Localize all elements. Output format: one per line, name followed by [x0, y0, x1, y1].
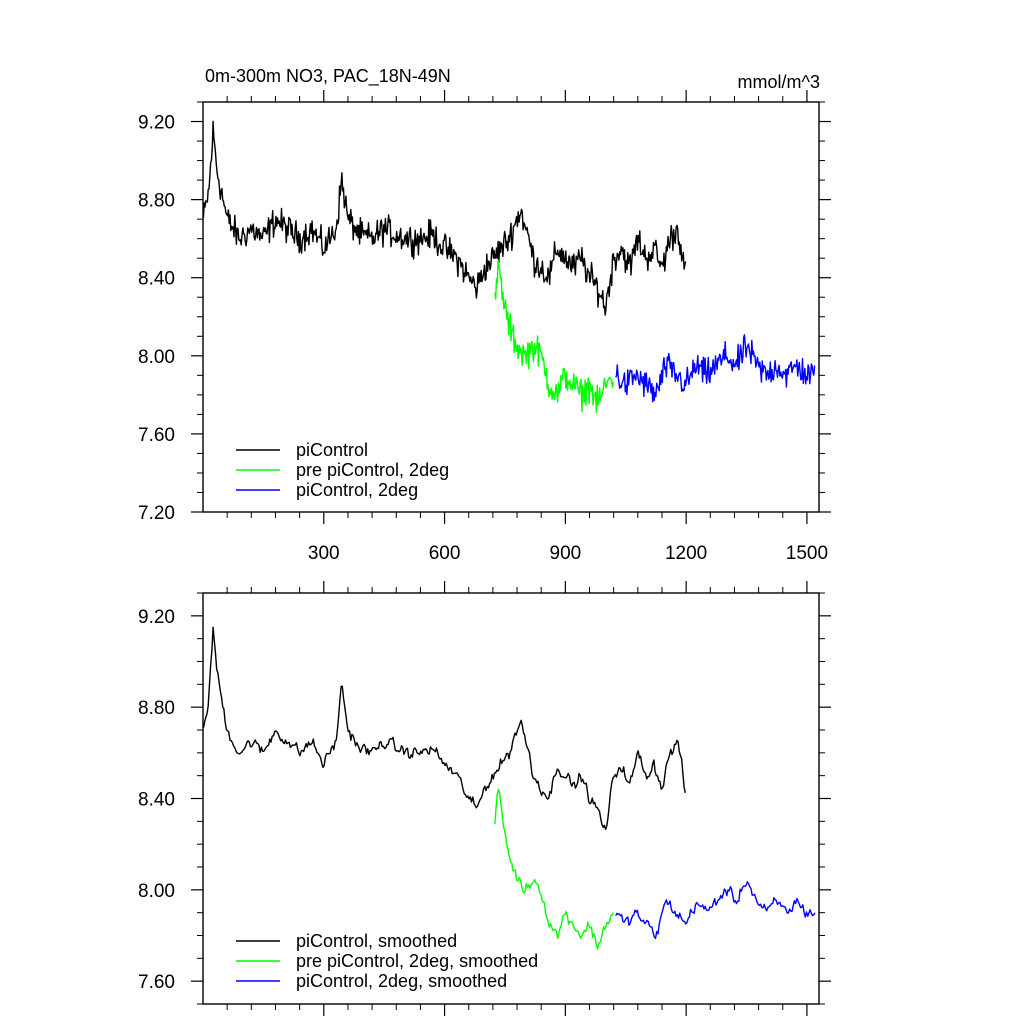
series-line	[615, 881, 816, 940]
legend-label: pre piControl, 2deg	[296, 460, 449, 480]
y-tick-label: 7.60	[138, 425, 175, 446]
legend-label: piControl, smoothed	[296, 931, 457, 951]
y-tick-label: 8.00	[138, 347, 175, 368]
y-tick-label: 8.40	[138, 269, 175, 290]
x-tick-label: 1200	[665, 543, 707, 564]
x-tick-label: 600	[429, 543, 461, 564]
legend-label: piControl, 2deg, smoothed	[296, 971, 507, 991]
bottom-panel: 7.60 8.00 8.40 8.80 9.20 piControl, smoothed…	[138, 581, 831, 1016]
y-tick-label: 8.80	[138, 698, 175, 719]
y-tick-label: 7.60	[138, 972, 175, 993]
series-line	[494, 788, 614, 950]
top-plot-frame	[202, 101, 820, 513]
x-tick-label: 900	[550, 543, 582, 564]
legend-label: piControl, 2deg	[296, 480, 418, 500]
bottom-axis-ticks: 7.60 8.00 8.40 8.80 9.20	[138, 581, 831, 1016]
y-tick-label: 9.20	[138, 113, 175, 134]
top-axis-ticks: 300 600 900 1200 1500 7.20 7.60 8.00 8.40 8.80 9.2…	[138, 90, 831, 564]
x-tick-label: 1500	[786, 543, 828, 564]
top-series-group	[202, 120, 816, 414]
y-tick-label: 8.80	[138, 191, 175, 212]
top-panel: 0m-300m NO3, PAC_18N-49N mmol/m^3 300 600…	[138, 66, 831, 564]
y-tick-label: 7.20	[138, 503, 175, 524]
x-tick-label: 300	[308, 543, 340, 564]
series-line	[202, 120, 687, 316]
bottom-series-group	[202, 626, 816, 950]
series-line	[615, 334, 816, 403]
units-label: mmol/m^3	[738, 72, 820, 92]
chart-title: 0m-300m NO3, PAC_18N-49N	[205, 66, 451, 87]
y-tick-label: 8.00	[138, 881, 175, 902]
legend-label: pre piControl, 2deg, smoothed	[296, 951, 538, 971]
y-tick-label: 9.20	[138, 607, 175, 628]
series-line	[202, 626, 686, 831]
legend-label: piControl	[296, 440, 368, 460]
series-line	[494, 259, 614, 414]
y-tick-label: 8.40	[138, 790, 175, 811]
